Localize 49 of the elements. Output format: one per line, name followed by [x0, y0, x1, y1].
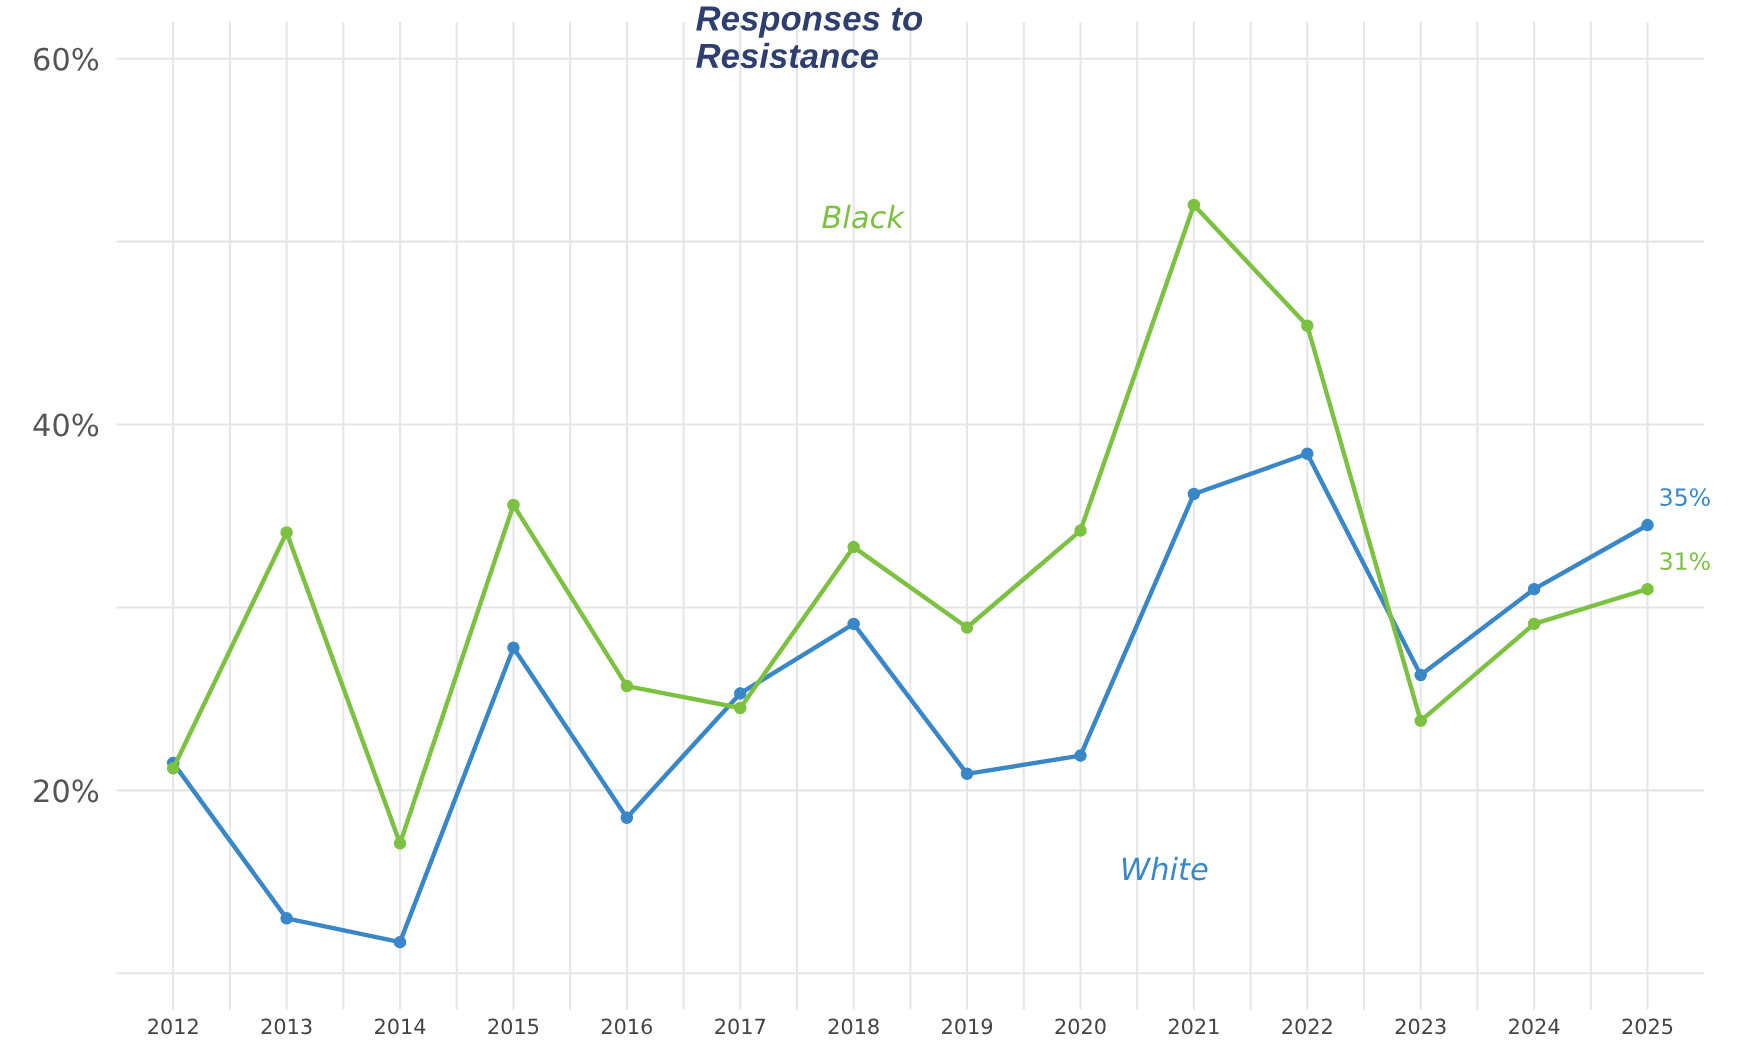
x-tick-label: 2020: [1055, 1018, 1106, 1035]
point: [847, 617, 860, 631]
x-tick-label: 2017: [715, 1018, 765, 1035]
point: [166, 762, 180, 775]
point: [507, 498, 520, 512]
point: [507, 641, 520, 654]
point: [1414, 668, 1427, 682]
point: [1187, 487, 1201, 501]
x-tick-label: 2012: [148, 1018, 198, 1035]
point: [1074, 524, 1087, 537]
point: [1641, 582, 1654, 596]
annotation: 35%: [1660, 488, 1710, 507]
point: [1187, 198, 1201, 212]
point: [280, 526, 293, 539]
point: [393, 935, 407, 949]
point: [1301, 319, 1314, 332]
text: Black: [822, 204, 906, 229]
x-tick-label: 2021: [1168, 1018, 1219, 1035]
point: [1527, 617, 1541, 631]
x-tick-label: 2018: [828, 1018, 879, 1035]
chart-title: Responses to Resistance: [696, 6, 923, 69]
point: [960, 621, 974, 634]
annotation: 31%: [1660, 552, 1710, 571]
point: [1301, 447, 1314, 461]
point: [620, 679, 634, 693]
x-tick-label: 2024: [1509, 1018, 1560, 1035]
point: [280, 912, 293, 925]
point: [734, 687, 747, 700]
x-tick-label: 2013: [261, 1018, 312, 1035]
x-tick-label: 2019: [942, 1018, 993, 1035]
text: White: [1122, 856, 1208, 881]
x-tick-label: 2025: [1622, 1018, 1673, 1035]
point: [1641, 518, 1654, 532]
y-tick-label: 40%: [33, 413, 99, 437]
x-tick-label: 2016: [601, 1018, 653, 1035]
x-tick-label: 2022: [1282, 1018, 1332, 1035]
point: [620, 811, 634, 825]
point: [847, 540, 860, 554]
point: [1527, 582, 1541, 596]
x-tick-label: 2023: [1395, 1018, 1446, 1035]
point: [960, 767, 974, 781]
point: [734, 701, 747, 715]
point: [1074, 749, 1087, 762]
point: [393, 837, 407, 850]
y-tick-label: 60%: [34, 47, 99, 71]
x-tick-label: 2014: [375, 1018, 426, 1035]
point: [1414, 714, 1427, 728]
x-tick-label: 2015: [488, 1018, 539, 1035]
y-tick-label: 20%: [34, 779, 99, 803]
